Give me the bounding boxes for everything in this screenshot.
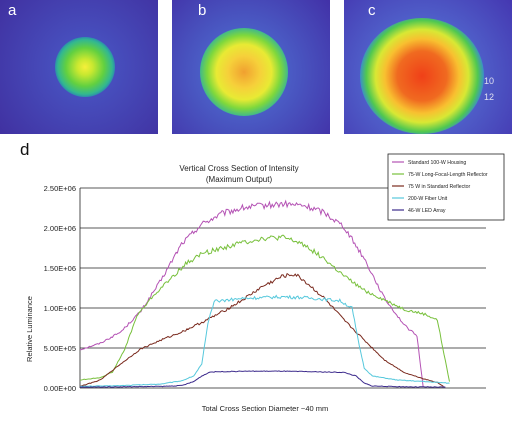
x-axis-label: Total Cross Section Diameter ~40 mm xyxy=(202,404,329,413)
heatmap-image-c: 10 12 xyxy=(344,0,512,134)
legend-label: 75 W in Standard Reflector xyxy=(408,184,471,190)
legend-label: Standard 100-W Housing xyxy=(408,160,466,166)
panel-c-mark-1: 10 xyxy=(484,76,494,86)
legend: Standard 100-W Housing 75-W Long-Focal-Le… xyxy=(388,154,504,220)
chart-subtitle: (Maximum Output) xyxy=(206,175,273,184)
legend-label: 200-W Fiber Unit xyxy=(408,196,448,202)
panel-a-label: a xyxy=(8,2,16,19)
legend-label: 75-W Long-Focal-Length Reflector xyxy=(408,172,488,178)
y-axis-label: Relative Luminance xyxy=(25,296,34,362)
series-line-3 xyxy=(80,274,443,387)
series-line-4 xyxy=(80,296,450,387)
y-tick-label: 0.00E+00 xyxy=(44,384,76,393)
y-tick-label: 2.50E+06 xyxy=(44,184,76,193)
panel-a: a xyxy=(0,0,158,134)
panel-b: b xyxy=(172,0,330,134)
panel-b-label: b xyxy=(198,2,206,19)
y-tick-label: 1.50E+06 xyxy=(44,264,76,273)
panel-c-label: c xyxy=(368,2,376,19)
legend-label: 46-W LED Array xyxy=(408,208,446,214)
y-tick-label: 5.00E+05 xyxy=(44,344,76,353)
panel-c: 10 12 c xyxy=(344,0,512,134)
heatmap-image-a xyxy=(0,0,158,134)
line-chart: Vertical Cross Section of Intensity (Max… xyxy=(0,144,512,434)
y-tick-label: 2.00E+06 xyxy=(44,224,76,233)
panel-c-mark-2: 12 xyxy=(484,92,494,102)
heatmap-image-b xyxy=(172,0,330,134)
y-tick-label: 1.00E+06 xyxy=(44,304,76,313)
chart-title: Vertical Cross Section of Intensity xyxy=(179,164,298,173)
